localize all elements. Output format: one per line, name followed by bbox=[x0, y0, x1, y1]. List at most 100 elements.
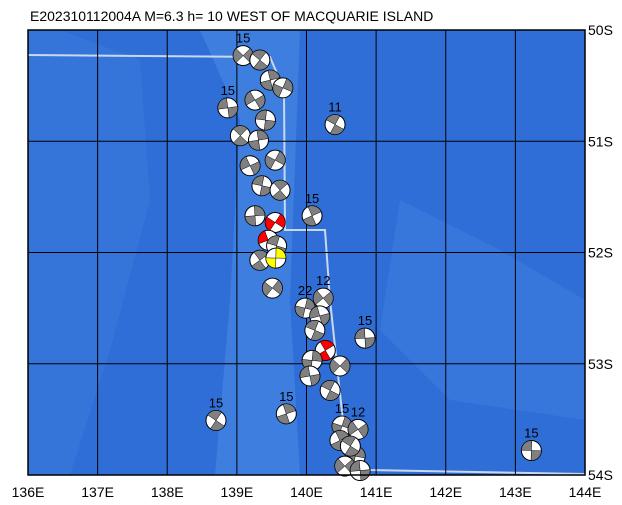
compression-quadrant bbox=[334, 458, 346, 474]
focal-mechanism bbox=[247, 129, 269, 151]
compression-quadrant bbox=[272, 279, 283, 295]
y-tick-label: 53S bbox=[588, 356, 613, 372]
x-tick-label: 144E bbox=[569, 484, 602, 500]
compression-quadrant bbox=[248, 139, 261, 151]
compression-quadrant bbox=[319, 340, 335, 351]
compression-quadrant bbox=[239, 156, 251, 171]
focal-mechanism bbox=[299, 365, 321, 387]
compression-quadrant bbox=[320, 380, 336, 391]
depth-label: 12 bbox=[316, 273, 330, 288]
compression-quadrant bbox=[272, 189, 287, 201]
compression-quadrant bbox=[275, 247, 287, 259]
compression-quadrant bbox=[299, 365, 311, 379]
focal-mechanism bbox=[232, 45, 254, 67]
compression-quadrant bbox=[322, 291, 334, 307]
compression-quadrant bbox=[309, 305, 321, 319]
focal-mechanism bbox=[324, 114, 346, 136]
compression-quadrant bbox=[232, 48, 244, 64]
focal-mechanism bbox=[312, 287, 334, 309]
depth-label: 15 bbox=[221, 83, 235, 98]
x-tick-label: 136E bbox=[12, 484, 45, 500]
focal-mechanism bbox=[205, 409, 227, 431]
depth-label: 15 bbox=[358, 313, 372, 328]
compression-quadrant bbox=[349, 460, 361, 472]
y-tick-label: 51S bbox=[588, 133, 613, 149]
seafloor-shade bbox=[380, 200, 585, 420]
focal-mechanism bbox=[261, 277, 283, 299]
focal-mechanism bbox=[354, 327, 376, 349]
depth-label: 22 bbox=[298, 283, 312, 298]
depth-label: 15 bbox=[305, 191, 319, 206]
compression-quadrant bbox=[341, 435, 357, 447]
compression-quadrant bbox=[262, 281, 273, 297]
compression-quadrant bbox=[282, 403, 297, 415]
depth-label: 15 bbox=[279, 389, 293, 404]
compression-quadrant bbox=[329, 358, 341, 374]
focal-mechanism bbox=[229, 125, 251, 147]
x-tick-label: 138E bbox=[151, 484, 184, 500]
compression-quadrant bbox=[255, 109, 267, 121]
depth-label: 11 bbox=[328, 100, 342, 115]
compression-quadrant bbox=[294, 305, 306, 319]
compression-quadrant bbox=[265, 257, 277, 269]
compression-quadrant bbox=[329, 124, 345, 135]
compression-quadrant bbox=[307, 205, 322, 217]
compression-quadrant bbox=[276, 413, 290, 425]
compression-quadrant bbox=[257, 230, 269, 245]
compression-quadrant bbox=[310, 330, 325, 341]
compression-quadrant bbox=[207, 410, 222, 421]
y-tick-label: 54S bbox=[588, 467, 613, 483]
x-tick-label: 143E bbox=[499, 484, 532, 500]
compression-quadrant bbox=[210, 420, 225, 431]
depth-label: 15 bbox=[524, 426, 538, 441]
focal-mechanism bbox=[264, 149, 286, 171]
compression-quadrant bbox=[256, 129, 269, 141]
compression-quadrant bbox=[253, 59, 268, 71]
compression-quadrant bbox=[263, 119, 276, 131]
compression-quadrant bbox=[357, 423, 369, 438]
focal-mechanism bbox=[301, 205, 323, 227]
compression-quadrant bbox=[354, 327, 366, 339]
compression-quadrant bbox=[347, 420, 359, 436]
compression-quadrant bbox=[530, 450, 542, 461]
focal-mechanism bbox=[264, 211, 286, 233]
focal-mechanism bbox=[275, 403, 297, 425]
compression-quadrant bbox=[267, 69, 281, 81]
compression-quadrant bbox=[266, 235, 280, 247]
compression-quadrant bbox=[249, 161, 261, 176]
map-title: E202310112004A M=6.3 h= 10 WEST OF MACQU… bbox=[30, 8, 433, 24]
compression-quadrant bbox=[254, 205, 266, 217]
compression-quadrant bbox=[309, 373, 321, 387]
depth-label: 15 bbox=[209, 395, 223, 410]
compression-quadrant bbox=[305, 320, 319, 331]
compression-quadrant bbox=[254, 94, 266, 110]
depth-label: 15 bbox=[236, 31, 250, 46]
compression-quadrant bbox=[325, 114, 341, 125]
focal-mechanism bbox=[251, 175, 273, 197]
compression-quadrant bbox=[217, 97, 229, 110]
compression-quadrant bbox=[325, 390, 340, 401]
compression-quadrant bbox=[273, 179, 288, 191]
focal-mechanism bbox=[272, 77, 294, 99]
focal-mechanism bbox=[244, 89, 266, 111]
compression-quadrant bbox=[364, 337, 376, 349]
y-tick-label: 50S bbox=[588, 22, 613, 38]
focal-mechanism bbox=[217, 97, 239, 119]
compression-quadrant bbox=[264, 155, 276, 170]
x-tick-label: 142E bbox=[429, 484, 462, 500]
focal-mechanism bbox=[269, 179, 291, 201]
compression-quadrant bbox=[302, 215, 317, 226]
x-tick-label: 141E bbox=[360, 484, 393, 500]
compression-quadrant bbox=[312, 290, 324, 305]
focal-mechanism bbox=[339, 435, 361, 457]
compression-quadrant bbox=[282, 78, 294, 93]
focal-mechanism bbox=[301, 349, 323, 371]
compression-quadrant bbox=[251, 49, 267, 61]
focal-mechanism bbox=[520, 440, 542, 462]
focal-mechanism bbox=[254, 109, 276, 131]
focal-mechanism bbox=[265, 247, 287, 269]
focal-mechanism bbox=[349, 460, 371, 482]
focal-mechanism bbox=[329, 355, 351, 377]
compression-quadrant bbox=[274, 150, 286, 166]
